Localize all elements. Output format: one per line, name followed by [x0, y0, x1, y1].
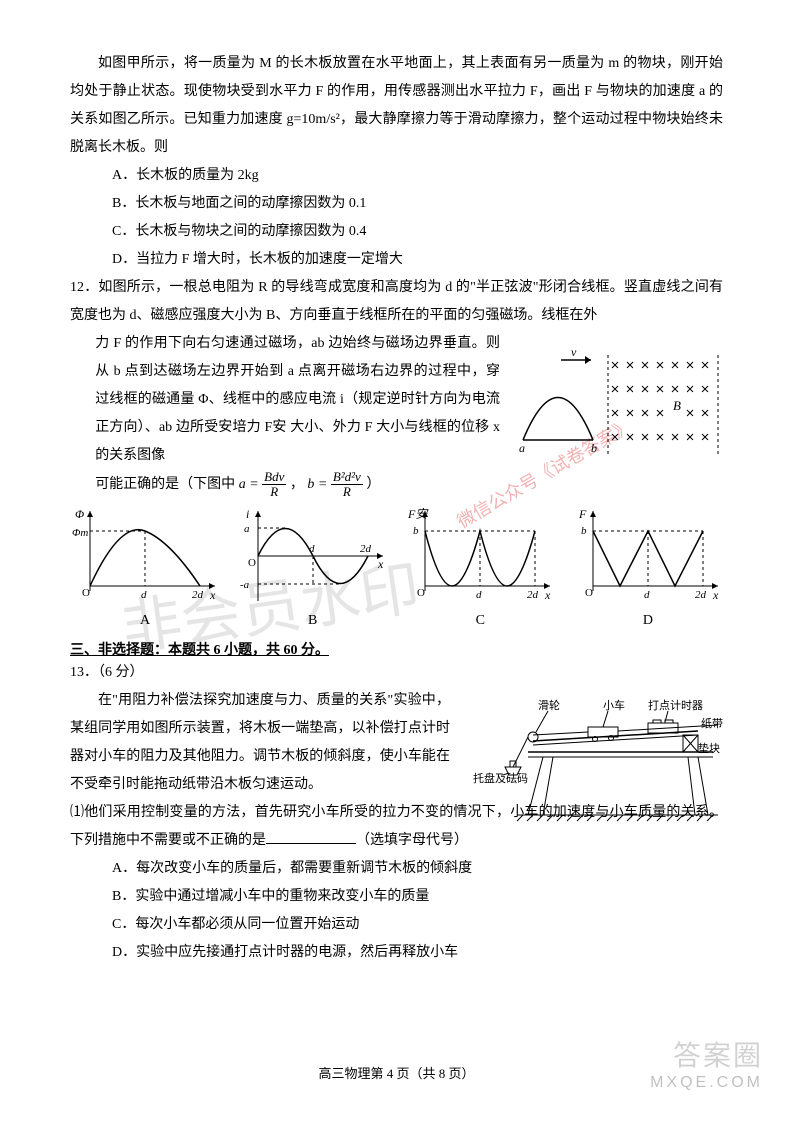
svg-text:x: x [712, 588, 719, 602]
q13-stem: 在"用阻力补偿法探究加速度与力、质量的关系"实验中，某组同学用如图所示装置，将木… [70, 687, 450, 799]
bottom-watermark: 答案圈 MXQE.COM [650, 1034, 763, 1092]
graph-c: F安 x O b d 2d [405, 506, 555, 606]
formula-a: a = BdvR [239, 477, 290, 492]
q12-graphs-row: Φ x O Φm d 2d A i x O [70, 506, 723, 629]
svg-text:O: O [417, 587, 425, 599]
svg-text:垫块: 垫块 [698, 741, 720, 755]
svg-text:a: a [244, 523, 250, 535]
q13-sub1-tail: （选填字母代号） [356, 833, 468, 848]
svg-text:d: d [476, 589, 482, 601]
svg-text:小车: 小车 [603, 698, 625, 712]
svg-text:打点计时器: 打点计时器 [648, 698, 703, 712]
graph-a: Φ x O Φm d 2d [70, 506, 220, 606]
formula-b: b = B²d²vR [307, 477, 366, 492]
svg-text:滑轮: 滑轮 [538, 698, 560, 712]
q12-stem-line3: 可能正确的是（下图中 a = BdvR ， b = B²d²vR ） [95, 470, 500, 500]
label-b: b [591, 441, 597, 455]
q12-stem-line1: 如图所示，一根总电阻为 R 的导线弯成宽度和高度均为 d 的"半正弦波"形闭合线… [70, 280, 723, 323]
q13-opt-b: B．实验中通过增减小车中的重物来改变小车的质量 [112, 883, 723, 911]
graph-c-label: C [405, 613, 555, 629]
label-a: a [519, 441, 525, 455]
q13-opt-c: C．每次小车都必须从同一位置开始运动 [112, 911, 723, 939]
q12-stem-line2: 力 F 的作用下向右匀速通过磁场，ab 边始终与磁场边界垂直。则从 b 点到达磁… [95, 330, 500, 470]
graph-a-label: A [70, 613, 220, 629]
graph-b: i x O a -a d 2d [238, 506, 388, 606]
svg-text:2d: 2d [527, 589, 539, 601]
svg-text:F: F [578, 507, 587, 521]
svg-text:b: b [581, 525, 587, 537]
svg-text:托盘及砝码: 托盘及砝码 [473, 771, 528, 785]
svg-text:O: O [248, 557, 256, 569]
label-v: v [571, 350, 577, 359]
svg-text:2d: 2d [192, 589, 204, 601]
q13-blank[interactable] [266, 829, 356, 844]
svg-text:d: d [141, 589, 147, 601]
svg-text:O: O [585, 587, 593, 599]
q13-number: 13．（6 分） [70, 659, 723, 687]
q11-opt-c: C．长木板与物块之间的动摩擦因数为 0.4 [112, 218, 723, 246]
svg-text:-a: -a [240, 579, 250, 591]
graph-d-label: D [573, 613, 723, 629]
q11-stem: 如图甲所示，将一质量为 M 的长木板放置在水平地面上，其上表面有另一质量为 m … [70, 50, 723, 162]
svg-text:x: x [377, 557, 384, 571]
svg-text:O: O [82, 587, 90, 599]
svg-text:d: d [309, 543, 315, 555]
svg-text:i: i [246, 507, 249, 521]
svg-text:Φ: Φ [75, 507, 84, 521]
q11-opt-d: D．当拉力 F 增大时，长木板的加速度一定增大 [112, 246, 723, 274]
graph-b-label: B [238, 613, 388, 629]
svg-text:b: b [413, 525, 419, 537]
svg-text:x: x [544, 588, 551, 602]
q12-field-diagram: a b v B [513, 350, 723, 460]
svg-text:纸带: 纸带 [701, 717, 723, 730]
q13-opt-a: A．每次改变小车的质量后，都需要重新调节木板的倾斜度 [112, 855, 723, 883]
svg-text:2d: 2d [360, 543, 372, 555]
q13-apparatus: 滑轮 小车 打点计时器 纸带 垫块 托盘及砝码 [473, 697, 723, 817]
label-B: B [673, 398, 681, 413]
q11-opt-b: B．长木板与地面之间的动摩擦因数为 0.1 [112, 190, 723, 218]
q12-number: 12． [70, 280, 98, 295]
svg-text:F安: F安 [407, 507, 429, 521]
graph-d: F x O b d 2d [573, 506, 723, 606]
section-3-title: 三、非选择题：本题共 6 小题，共 60 分。 [70, 639, 723, 659]
svg-text:d: d [644, 589, 650, 601]
svg-text:Φm: Φm [72, 527, 88, 539]
svg-text:x: x [209, 588, 216, 602]
q11-opt-a: A．长木板的质量为 2kg [112, 162, 723, 190]
q13-opt-d: D．实验中应先接通打点计时器的电源，然后再释放小车 [112, 939, 723, 967]
svg-text:2d: 2d [695, 589, 707, 601]
